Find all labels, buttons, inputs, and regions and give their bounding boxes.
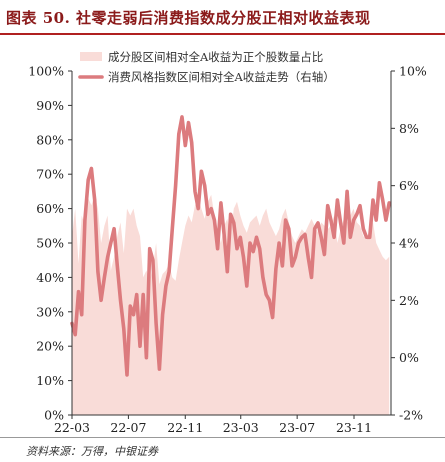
x-tick-label: 22-07 [110, 420, 146, 435]
figure-title: 图表 50. 社零走弱后消费指数成分股正相对收益表现 [6, 9, 371, 27]
legend-label-line: 消费风格指数区间相对全A收益走势（右轴） [108, 70, 335, 84]
left-tick-label: 40% [36, 270, 64, 285]
left-tick-label: 50% [36, 236, 64, 251]
legend-swatch-area [80, 52, 102, 61]
right-tick-label: 4% [399, 236, 419, 251]
line-series [70, 115, 392, 377]
chart: 0% 10% 20% 30% 40% 50% 60% 70% 80% 90% 100% -2% 0% 2%… [28, 50, 427, 436]
left-tick-label: 0% [44, 408, 64, 423]
left-tick-label: 70% [36, 167, 64, 182]
right-tick-label: 0% [399, 350, 419, 365]
x-tick-label: 23-07 [279, 420, 315, 435]
x-tick-label: 22-03 [54, 420, 90, 435]
x-tick-label: 23-03 [223, 420, 259, 435]
left-tick-label: 60% [36, 201, 64, 216]
footer-rule [0, 437, 445, 438]
left-tick-label: 20% [36, 339, 64, 354]
source-note: 资料来源：万得，中银证券 [26, 445, 158, 458]
area-series-layer [72, 194, 390, 415]
right-tick-label: -2% [399, 408, 423, 423]
x-tick-label: 22-11 [167, 420, 203, 435]
right-tick-label: 10% [399, 64, 427, 79]
left-tick-label: 100% [28, 64, 64, 79]
area-series [72, 194, 390, 415]
title-rule [0, 33, 445, 35]
left-tick-label: 10% [36, 373, 64, 388]
left-tick-label: 80% [36, 132, 64, 147]
left-tick-label: 90% [36, 98, 64, 113]
right-tick-label: 6% [399, 178, 419, 193]
legend-label-area: 成分股区间相对全A收益为正个股数量占比 [108, 50, 323, 64]
line-series-layer [70, 115, 392, 377]
left-tick-label: 30% [36, 304, 64, 319]
ticks-layer: 0% 10% 20% 30% 40% 50% 60% 70% 80% 90% 100% -2% 0% 2%… [28, 64, 427, 436]
x-tick-label: 23-11 [336, 420, 372, 435]
right-tick-label: 2% [399, 293, 419, 308]
right-tick-label: 8% [399, 121, 419, 136]
